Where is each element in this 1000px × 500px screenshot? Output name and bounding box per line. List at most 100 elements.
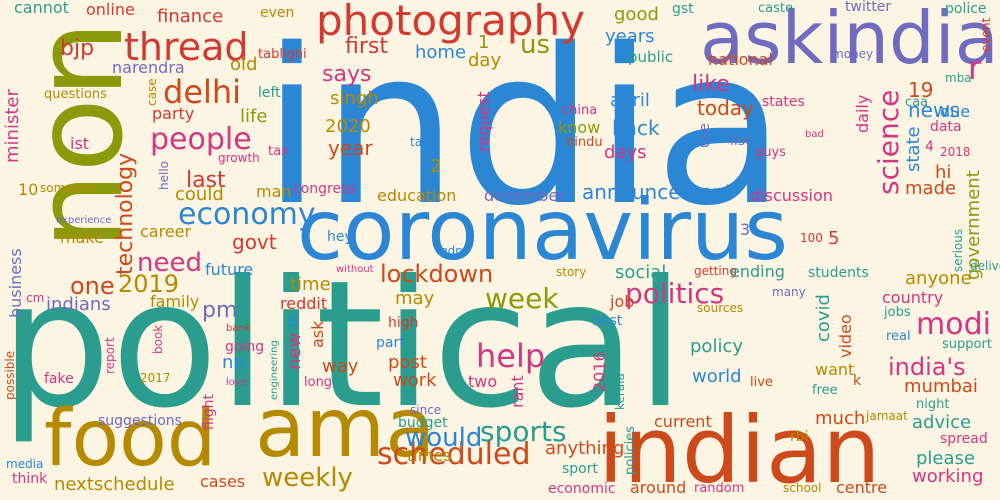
word-book: book [151, 324, 165, 354]
word-new: new [284, 332, 305, 370]
word-coronavirus: coronavirus [297, 181, 788, 279]
word-last: last [186, 168, 226, 193]
word-live: live [750, 375, 773, 390]
word-questions: questions [44, 87, 107, 102]
word-news: news [908, 98, 960, 122]
word-thread: thread [124, 25, 249, 69]
word-ist: ist [70, 134, 90, 153]
word-india-s: india's [888, 353, 966, 381]
word-guys: guys [755, 145, 786, 160]
word-may: may [395, 288, 435, 309]
word-take: take [410, 135, 436, 149]
word-covid: covid [813, 294, 834, 342]
word-policy: policy [690, 336, 743, 357]
word-two: two [468, 372, 498, 391]
word-best: best [592, 313, 623, 329]
word-work: work [393, 370, 437, 391]
word-china: china [562, 103, 598, 118]
word-free: free [812, 383, 838, 398]
word-future: future [205, 260, 254, 279]
word-day: day [468, 50, 502, 71]
word-time: time [290, 274, 331, 295]
word-anything: anything [545, 438, 625, 459]
word-random: random [694, 481, 745, 496]
word-rbi: rbi [790, 429, 809, 445]
word-spread: spread [940, 431, 988, 447]
word-made: made [905, 178, 957, 199]
word-sports: sports [480, 415, 567, 448]
word-love: love [226, 377, 247, 388]
word-days: days [604, 142, 647, 163]
word-event: event [979, 17, 993, 52]
word-2: 2 [430, 156, 442, 177]
word-year: year [328, 136, 373, 160]
word-jobs: jobs [884, 305, 911, 320]
word-national: national [708, 50, 773, 69]
word-jamaat: jamaat [866, 409, 908, 423]
word-cannot: cannot [14, 0, 69, 17]
word-caa: caa [905, 95, 929, 110]
word-advice: advice [912, 412, 972, 433]
word-money: money [832, 47, 874, 61]
word-weekly: weekly [262, 463, 353, 493]
word-science: science [872, 89, 905, 195]
word-photography: photography [316, 0, 585, 45]
word-report: report [103, 337, 117, 374]
word-politics: politics [625, 277, 725, 310]
word-december: december [484, 186, 565, 205]
word-political: political [0, 244, 685, 447]
word-without: without [336, 264, 374, 275]
word-people: people [150, 122, 252, 157]
word-years: years [605, 26, 655, 47]
word-week: week [485, 282, 559, 315]
word-10: 10 [18, 180, 39, 199]
word-job: job [610, 292, 635, 311]
word-real: real [886, 329, 911, 344]
word-sport: sport [562, 461, 598, 477]
word-state: state [903, 126, 924, 172]
word-india: india [262, 2, 786, 253]
word-life: life [240, 106, 268, 127]
word-since: since [410, 403, 442, 417]
word-5: 5 [828, 228, 840, 249]
word-list: list [730, 133, 751, 149]
word-left: left [258, 85, 281, 101]
word-anyone: anyone [905, 268, 972, 289]
word-due: due [940, 102, 971, 121]
word-old: old [230, 54, 258, 75]
word-much: much [815, 408, 866, 429]
word-make: make [60, 228, 104, 247]
word-online: online [86, 0, 135, 19]
word-2016: 2016 [590, 351, 609, 392]
word-engineering: engineering [269, 340, 280, 400]
word-part: part [376, 335, 405, 351]
word-one: one [70, 272, 115, 300]
word-bad: bad [805, 129, 824, 140]
word-scheduled: scheduled [377, 437, 531, 472]
word-long: long [304, 375, 333, 390]
word-back: back [612, 116, 660, 140]
word-says: says [322, 62, 372, 87]
word-working: working [912, 466, 984, 487]
word-r: r [968, 49, 982, 87]
word-ama: ama [255, 381, 436, 476]
word-need: need [137, 248, 202, 278]
word-2020: 2020 [325, 116, 371, 137]
word-case: case [145, 78, 159, 106]
word-country: country [882, 288, 944, 307]
word-business: business [6, 248, 25, 318]
word-like: like [692, 72, 730, 97]
word-growth: growth [218, 151, 260, 165]
word-media: media [6, 457, 44, 471]
word-np: np [222, 352, 245, 373]
word-get: get [416, 108, 437, 138]
word-would: would [405, 423, 483, 453]
word-high: high [388, 315, 419, 331]
word-economic: economic [548, 481, 616, 497]
word-help: help [476, 337, 546, 375]
word-social: social [615, 262, 667, 283]
word-govt: govt [232, 230, 277, 254]
word-many: many [772, 285, 806, 299]
word-caste: caste [758, 1, 793, 16]
word-hello: hello [157, 161, 171, 190]
